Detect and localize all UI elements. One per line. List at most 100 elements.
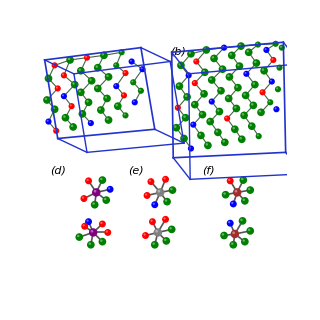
Circle shape <box>45 75 52 82</box>
Circle shape <box>233 105 240 112</box>
Circle shape <box>70 104 72 106</box>
Circle shape <box>209 78 212 80</box>
Circle shape <box>259 110 261 112</box>
Circle shape <box>86 220 89 222</box>
Circle shape <box>176 82 183 90</box>
Circle shape <box>233 127 235 129</box>
Circle shape <box>172 124 180 132</box>
Circle shape <box>236 62 243 70</box>
Circle shape <box>151 201 158 208</box>
Circle shape <box>80 112 83 114</box>
Circle shape <box>62 94 64 96</box>
Circle shape <box>162 176 169 183</box>
Circle shape <box>225 95 233 102</box>
Circle shape <box>228 221 230 223</box>
Circle shape <box>182 136 184 139</box>
Circle shape <box>260 67 268 75</box>
Circle shape <box>202 92 204 94</box>
Circle shape <box>262 68 264 71</box>
Circle shape <box>201 68 209 76</box>
Circle shape <box>158 190 160 193</box>
Circle shape <box>95 86 98 89</box>
Circle shape <box>226 96 229 99</box>
Circle shape <box>100 239 102 242</box>
Circle shape <box>217 109 220 112</box>
Circle shape <box>243 71 250 77</box>
Circle shape <box>200 112 203 115</box>
Circle shape <box>54 129 56 131</box>
Circle shape <box>100 178 102 180</box>
Circle shape <box>208 119 210 122</box>
Circle shape <box>236 85 238 88</box>
Circle shape <box>231 202 233 204</box>
Circle shape <box>188 145 194 152</box>
Circle shape <box>164 217 166 220</box>
Circle shape <box>225 116 227 119</box>
Circle shape <box>156 188 164 196</box>
Circle shape <box>241 178 244 180</box>
Circle shape <box>193 81 195 83</box>
Circle shape <box>199 111 206 118</box>
Circle shape <box>261 91 263 92</box>
Circle shape <box>239 217 246 225</box>
Circle shape <box>187 50 195 58</box>
Circle shape <box>164 239 166 241</box>
Circle shape <box>256 43 258 45</box>
Circle shape <box>248 122 256 130</box>
Circle shape <box>227 220 234 227</box>
Circle shape <box>193 102 195 105</box>
Circle shape <box>214 129 222 136</box>
Circle shape <box>152 243 155 245</box>
Circle shape <box>150 220 153 222</box>
Circle shape <box>105 96 107 99</box>
Circle shape <box>203 46 210 54</box>
Circle shape <box>45 98 47 100</box>
Circle shape <box>197 132 205 139</box>
Circle shape <box>274 42 276 44</box>
Circle shape <box>210 100 212 102</box>
Circle shape <box>251 81 259 88</box>
Circle shape <box>99 238 106 245</box>
Circle shape <box>220 232 228 239</box>
Circle shape <box>276 65 283 71</box>
Circle shape <box>86 179 89 181</box>
Circle shape <box>278 66 280 68</box>
Circle shape <box>153 203 155 205</box>
Circle shape <box>267 99 273 105</box>
Circle shape <box>78 110 86 118</box>
Circle shape <box>151 241 159 249</box>
Circle shape <box>228 52 236 59</box>
Circle shape <box>78 68 81 71</box>
Circle shape <box>243 198 245 201</box>
Circle shape <box>168 226 176 233</box>
Circle shape <box>250 124 252 126</box>
Circle shape <box>257 134 259 136</box>
Circle shape <box>61 93 67 99</box>
Circle shape <box>226 73 233 81</box>
Circle shape <box>195 60 196 62</box>
Circle shape <box>221 139 229 146</box>
Circle shape <box>94 190 96 193</box>
Circle shape <box>260 89 266 95</box>
Circle shape <box>228 179 230 181</box>
Circle shape <box>182 114 189 122</box>
Circle shape <box>53 63 55 66</box>
Circle shape <box>183 116 186 118</box>
Circle shape <box>92 188 100 196</box>
Circle shape <box>241 197 249 205</box>
Circle shape <box>190 122 196 128</box>
Circle shape <box>103 95 111 102</box>
Circle shape <box>85 99 92 106</box>
Circle shape <box>237 42 245 50</box>
Circle shape <box>81 223 88 230</box>
Circle shape <box>212 56 214 59</box>
Circle shape <box>95 65 98 68</box>
Circle shape <box>242 113 244 116</box>
Circle shape <box>94 64 102 71</box>
Circle shape <box>187 74 189 76</box>
Circle shape <box>106 118 109 120</box>
Circle shape <box>77 67 85 75</box>
Circle shape <box>245 48 252 56</box>
Circle shape <box>104 198 107 200</box>
Circle shape <box>120 51 122 52</box>
